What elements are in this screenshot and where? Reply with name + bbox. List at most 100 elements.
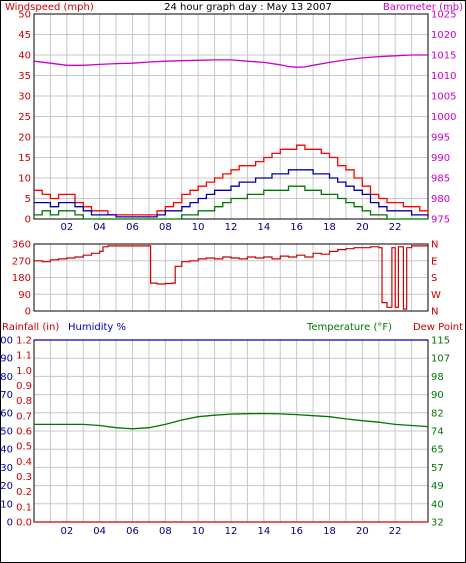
windspeed-axis-label: Windspeed (mph) bbox=[5, 2, 94, 13]
y-tick-label-rainfall: 1.1 bbox=[16, 351, 32, 362]
y-tick-label: 1020 bbox=[431, 30, 456, 41]
y-tick-label-rainfall: 0.8 bbox=[16, 396, 32, 407]
y-tick-label-rainfall: 0.4 bbox=[16, 457, 32, 468]
x-tick-label: 02 bbox=[60, 526, 73, 537]
x-tick-label: 14 bbox=[257, 526, 270, 537]
y-tick-label-rainfall: 0.0 bbox=[16, 518, 32, 529]
y-tick-label: 49 bbox=[431, 481, 444, 492]
y-tick-label-humidity: 40 bbox=[0, 445, 13, 456]
y-tick-label: 5 bbox=[25, 194, 31, 205]
y-tick-label-humidity: 0 bbox=[7, 518, 13, 529]
y-tick-label: 115 bbox=[431, 336, 450, 347]
x-tick-label: 08 bbox=[159, 222, 172, 233]
y-tick-label: 90 bbox=[431, 390, 444, 401]
y-tick-label: 360 bbox=[12, 240, 31, 251]
rain-humidity-temperature-panel: 0 10 20 30 40 50 60 70 80 90 100 0.0 0.1 0.2 0.3 0.4 0.5… bbox=[0, 336, 450, 538]
y-tick-label: 98 bbox=[431, 372, 444, 383]
series-line-average bbox=[34, 169, 429, 218]
y-tick-label: 1010 bbox=[431, 71, 456, 82]
y-tick-label-rainfall: 0.9 bbox=[16, 381, 32, 392]
y-tick-label: N bbox=[431, 240, 438, 251]
y-tick-label: 40 bbox=[431, 499, 444, 510]
y-tick-label: 10 bbox=[18, 174, 31, 185]
y-tick-label: 1025 bbox=[431, 10, 456, 21]
y-tick-label: 990 bbox=[431, 153, 450, 164]
y-tick-label: W bbox=[431, 290, 441, 301]
humidity-axis-label: Humidity % bbox=[68, 322, 126, 333]
y-tick-label: 985 bbox=[431, 174, 450, 185]
y-tick-label-humidity: 30 bbox=[0, 463, 13, 474]
series-line-wind-direction bbox=[34, 245, 428, 310]
x-tick-label: 14 bbox=[257, 222, 270, 233]
y-tick-label-humidity: 50 bbox=[0, 427, 13, 438]
x-tick-label: 12 bbox=[225, 526, 238, 537]
y-tick-label-humidity: 70 bbox=[0, 390, 13, 401]
y-tick-label: 74 bbox=[431, 427, 444, 438]
x-tick-label: 16 bbox=[290, 222, 303, 233]
temperature-axis-label: Temperature (°F) bbox=[306, 322, 392, 333]
x-tick-label: 04 bbox=[93, 222, 106, 233]
x-tick-label: 10 bbox=[192, 526, 205, 537]
y-tick-label-rainfall: 0.7 bbox=[16, 411, 32, 422]
dewpoint-axis-label: Dew Point bbox=[413, 322, 463, 333]
y-tick-label: 40 bbox=[18, 51, 31, 62]
y-tick-label: 32 bbox=[431, 518, 444, 529]
y-tick-label: 1000 bbox=[431, 112, 456, 123]
y-tick-label: 15 bbox=[18, 153, 31, 164]
y-tick-label: 90 bbox=[18, 290, 31, 301]
y-tick-label-humidity: 80 bbox=[0, 372, 13, 383]
x-tick-label: 22 bbox=[389, 222, 402, 233]
y-tick-label: 995 bbox=[431, 133, 450, 144]
y-tick-label-rainfall: 0.6 bbox=[16, 427, 32, 438]
x-tick-label: 20 bbox=[356, 526, 369, 537]
y-tick-label: 180 bbox=[12, 273, 31, 284]
x-tick-label: 18 bbox=[323, 222, 336, 233]
y-tick-label: 20 bbox=[18, 133, 31, 144]
y-tick-label-humidity: 60 bbox=[0, 408, 13, 419]
series-line-temperature bbox=[34, 412, 429, 430]
graph-title: 24 hour graph day : May 13 2007 bbox=[164, 2, 332, 13]
y-tick-label-humidity: 20 bbox=[0, 481, 13, 492]
y-tick-label: S bbox=[431, 273, 437, 284]
x-tick-label: 16 bbox=[290, 526, 303, 537]
y-tick-label: 57 bbox=[431, 463, 444, 474]
wind-barometer-panel: 0510152025303540455097598098599099510001… bbox=[18, 10, 456, 234]
y-tick-label: N bbox=[431, 307, 438, 318]
y-tick-label-rainfall: 1.2 bbox=[16, 336, 32, 347]
y-tick-label-rainfall: 0.2 bbox=[16, 487, 32, 498]
x-tick-label: 20 bbox=[356, 222, 369, 233]
y-tick-label-humidity: 90 bbox=[0, 354, 13, 365]
x-tick-label: 10 bbox=[192, 222, 205, 233]
y-tick-label-humidity: 10 bbox=[0, 499, 13, 510]
y-tick-label-rainfall: 0.5 bbox=[16, 442, 32, 453]
y-tick-label-rainfall: 1.0 bbox=[16, 366, 32, 377]
series-line-barometer bbox=[33, 54, 428, 68]
y-tick-label: 0 bbox=[25, 215, 31, 226]
x-tick-label: 02 bbox=[60, 222, 73, 233]
y-tick-label-rainfall: 0.3 bbox=[16, 472, 32, 483]
x-tick-label: 06 bbox=[126, 526, 139, 537]
y-tick-label: 82 bbox=[431, 408, 444, 419]
series-line-gust bbox=[34, 144, 429, 216]
y-tick-label: 0 bbox=[25, 307, 31, 318]
y-tick-label-humidity: 100 bbox=[0, 336, 13, 347]
y-tick-label: 30 bbox=[18, 92, 31, 103]
y-tick-label: 975 bbox=[431, 215, 450, 226]
x-tick-label: 06 bbox=[126, 222, 139, 233]
y-tick-label: E bbox=[431, 256, 437, 267]
y-tick-label: 65 bbox=[431, 445, 444, 456]
y-tick-label: 35 bbox=[18, 71, 31, 82]
x-tick-label: 04 bbox=[93, 526, 106, 537]
x-tick-label: 08 bbox=[159, 526, 172, 537]
rainfall-axis-label: Rainfall (in) bbox=[2, 322, 59, 333]
y-tick-label: 45 bbox=[18, 30, 31, 41]
y-tick-label: 270 bbox=[12, 256, 31, 267]
y-tick-label: 50 bbox=[18, 10, 31, 21]
series-line-low bbox=[34, 185, 428, 220]
y-tick-label: 1005 bbox=[431, 92, 456, 103]
y-tick-label: 1015 bbox=[431, 51, 456, 62]
y-tick-label: 107 bbox=[431, 354, 450, 365]
